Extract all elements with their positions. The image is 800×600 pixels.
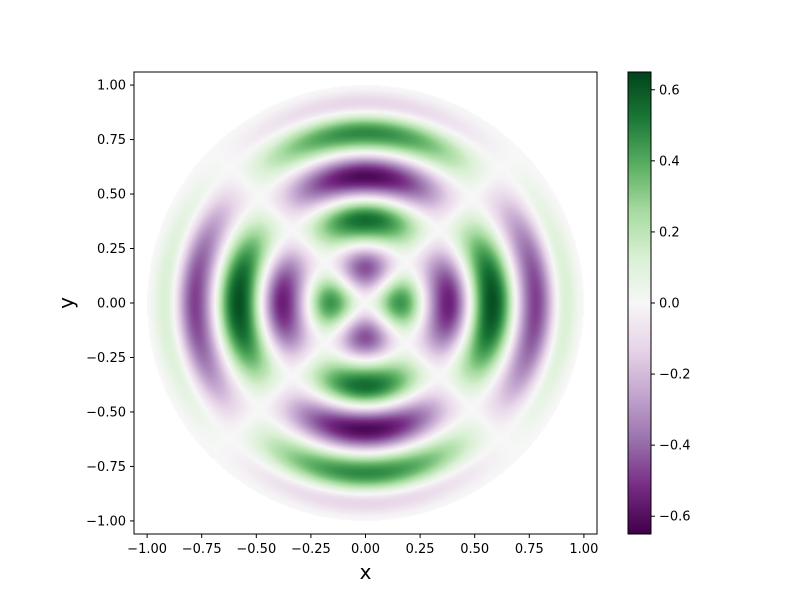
colorbar: −0.6 −0.4 −0.2 0.0 0.2 0.4 0.6 xyxy=(627,71,691,535)
colorbar-tick-label: 0.0 xyxy=(659,297,680,312)
y-tick-label: 0.25 xyxy=(97,242,126,257)
heatmap-image xyxy=(134,72,597,534)
plot-area xyxy=(133,71,598,535)
colorbar-tick-label: 0.4 xyxy=(659,154,680,169)
x-tick-label: 0.00 xyxy=(351,542,380,557)
x-tick-label: −0.50 xyxy=(236,542,276,557)
y-tick-label: 0.75 xyxy=(97,133,126,148)
y-tick-label: −0.75 xyxy=(86,460,126,475)
y-tick-label: 0.50 xyxy=(97,188,126,203)
y-tick-label: 1.00 xyxy=(97,79,126,94)
y-tick-label: −0.50 xyxy=(86,405,126,420)
colorbar-tick-label: −0.2 xyxy=(659,368,691,383)
y-axis-title: y xyxy=(54,297,78,309)
x-tick-label: 0.25 xyxy=(406,542,435,557)
colorbar-tick-label: −0.4 xyxy=(659,439,691,454)
y-tick-label: −1.00 xyxy=(86,514,126,529)
y-axis-ticks: −1.00 −0.75 −0.50 −0.25 0.00 0.25 0.50 0.75 1.00 xyxy=(86,79,134,529)
y-tick-label: −0.25 xyxy=(86,351,126,366)
colorbar-ticks: −0.6 −0.4 −0.2 0.0 0.2 0.4 0.6 xyxy=(651,83,691,525)
y-tick-label: 0.00 xyxy=(97,297,126,312)
x-axis-ticks: −1.00 −0.75 −0.50 −0.25 0.00 0.25 0.50 0.75 1.00 xyxy=(127,534,598,557)
colorbar-gradient xyxy=(628,72,651,534)
x-tick-label: 1.00 xyxy=(569,542,598,557)
x-tick-label: −0.75 xyxy=(182,542,222,557)
x-tick-label: −0.25 xyxy=(291,542,331,557)
x-axis-title: x xyxy=(360,560,372,584)
x-tick-label: −1.00 xyxy=(127,542,167,557)
x-tick-label: 0.75 xyxy=(515,542,544,557)
x-tick-label: 0.50 xyxy=(460,542,489,557)
colorbar-tick-label: 0.6 xyxy=(659,83,680,98)
colorbar-tick-label: 0.2 xyxy=(659,225,680,240)
colorbar-tick-label: −0.6 xyxy=(659,510,691,525)
